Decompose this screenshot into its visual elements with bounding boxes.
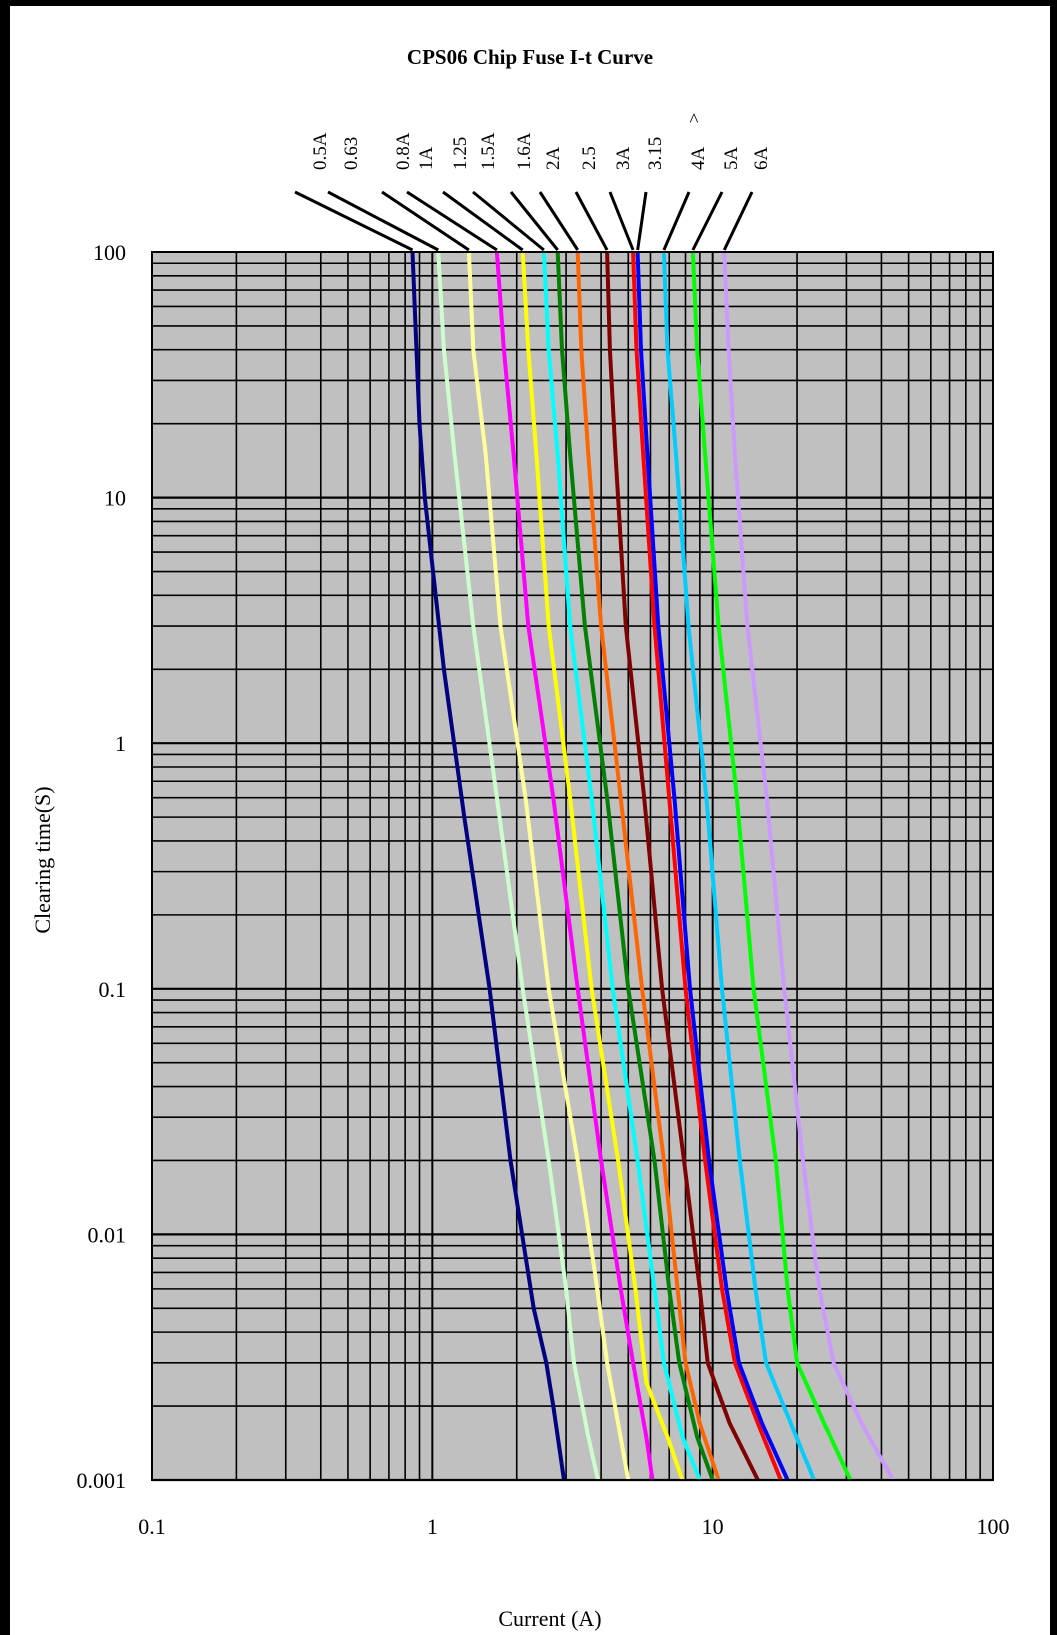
- series-label: 3.15: [645, 137, 666, 170]
- x-axis-label: Current (A): [498, 1606, 601, 1631]
- x-tick-label: 0.1: [138, 1514, 166, 1539]
- series-label: 3A: [613, 147, 634, 171]
- series-line-0-8A: [466, 251, 631, 1481]
- series-line-6A: [722, 251, 895, 1481]
- series-labels: 0.5A 0.63 0.8A 1A 1.25 1.5A 1.6A 2A 2.5 3A 3.15 4A 5…: [294, 132, 772, 252]
- y-tick-label: 0.001: [77, 1468, 127, 1493]
- y-tick-label: 0.01: [88, 1222, 127, 1247]
- x-tick-label: 1: [427, 1514, 438, 1539]
- series-line-1-25: [520, 251, 685, 1481]
- series-label: 1.5A: [478, 132, 499, 170]
- series-leader-line: [691, 191, 724, 251]
- series-line-1-5A: [541, 251, 702, 1481]
- series-leader-line: [406, 190, 498, 252]
- x-tick-label: 100: [977, 1514, 1010, 1539]
- plot-border: [151, 251, 994, 1481]
- series-leader-line: [608, 191, 635, 251]
- y-tick-label: 1: [115, 731, 126, 756]
- series-label: 0.8A: [393, 132, 414, 170]
- series-label: 2.5: [579, 146, 600, 170]
- plot-background: [151, 251, 994, 1481]
- series-leader-line: [636, 191, 648, 251]
- series-label: 5A: [721, 147, 742, 171]
- series-label: 4A: [688, 147, 709, 171]
- series-label: 0.63: [341, 137, 362, 170]
- frame-right-border: [1050, 0, 1057, 1635]
- series-leader-line: [472, 190, 545, 252]
- y-tick-label: 100: [93, 240, 126, 265]
- plot-area: [151, 251, 994, 1482]
- series-label: 6A: [751, 147, 772, 171]
- series-label-caret: ^: [690, 110, 699, 131]
- series-line-1-6A: [555, 251, 715, 1481]
- series-leader-line: [381, 190, 470, 252]
- series-label: 0.5A: [310, 132, 331, 170]
- frame-left-border: [0, 0, 10, 1635]
- series-leader-line: [442, 190, 524, 252]
- series-line-4A: [661, 251, 816, 1481]
- series-leader-line: [538, 191, 579, 251]
- series-line-3A: [631, 251, 783, 1481]
- y-tick-label: 0.1: [99, 977, 127, 1002]
- series-leader-line: [294, 190, 414, 252]
- series-line-0-5A: [410, 251, 566, 1481]
- series-leader-line: [722, 191, 754, 251]
- series-line-0-63: [436, 251, 600, 1481]
- y-axis-label: Clearing time(S): [30, 786, 55, 933]
- series-label: 1.25: [450, 137, 471, 170]
- series-label: 1.6A: [514, 132, 535, 170]
- series-label: 2A: [543, 147, 564, 171]
- x-tick-label: 10: [702, 1514, 724, 1539]
- chart-title: CPS06 Chip Fuse I-t Curve: [407, 45, 653, 69]
- series-leader-line: [509, 191, 559, 251]
- axis-ticks: 0.1 1 10 100 0.001 0.01 0.1 1 10 100: [77, 240, 1010, 1539]
- series-label: 1A: [416, 147, 437, 171]
- series-line-2-5: [605, 251, 760, 1481]
- series-line-2A: [575, 251, 721, 1481]
- series-lines: [410, 251, 895, 1481]
- frame-top-border: [0, 0, 1057, 6]
- series-leader-line: [327, 190, 439, 252]
- series-leader-line: [574, 191, 609, 251]
- series-line-1A: [494, 251, 655, 1481]
- grid-lines: [151, 252, 993, 1482]
- series-line-3-15: [635, 251, 790, 1481]
- series-leader-line: [662, 191, 691, 251]
- y-tick-label: 10: [104, 486, 126, 511]
- series-line-5A: [690, 251, 853, 1481]
